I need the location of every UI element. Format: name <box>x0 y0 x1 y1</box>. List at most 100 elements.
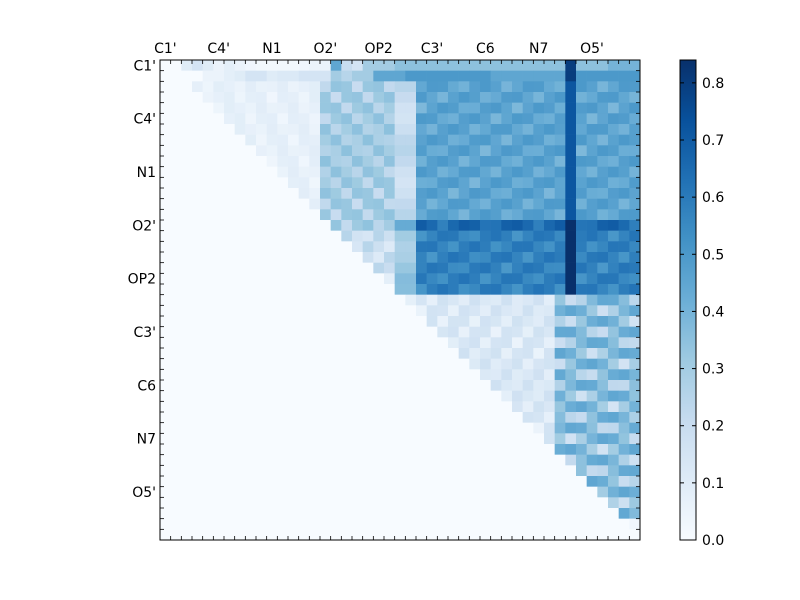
heatmap-cell <box>362 252 374 263</box>
heatmap-cell <box>160 92 171 103</box>
heatmap-cell <box>160 81 171 93</box>
heatmap-cell <box>234 422 246 434</box>
heatmap-cell <box>298 486 310 498</box>
y-tick-label: OP2 <box>128 272 156 288</box>
heatmap-cell <box>512 198 523 210</box>
heatmap-cell <box>501 113 513 125</box>
heatmap-cell <box>501 102 513 114</box>
heatmap-cell <box>448 60 459 71</box>
heatmap-cell <box>256 241 267 253</box>
heatmap-cell <box>170 316 182 327</box>
heatmap-cell <box>320 316 331 327</box>
heatmap-cell <box>181 198 193 210</box>
heatmap-cell <box>394 220 406 231</box>
heatmap-cell <box>458 113 470 125</box>
heatmap-cell <box>512 284 523 295</box>
heatmap-cell <box>277 156 289 167</box>
heatmap-cell <box>213 326 225 338</box>
heatmap-cell <box>533 134 545 146</box>
heatmap-cell <box>533 273 545 285</box>
heatmap-cell <box>533 209 545 221</box>
heatmap-cell <box>320 252 331 263</box>
heatmap-cell <box>160 230 171 242</box>
heatmap-cell <box>597 326 609 338</box>
heatmap-cell <box>490 92 502 103</box>
heatmap-cell <box>448 476 459 487</box>
heatmap-cell <box>181 518 193 530</box>
heatmap-cell <box>394 380 406 391</box>
heatmap-cell <box>192 156 203 167</box>
heatmap-cell <box>234 220 246 231</box>
heatmap-cell <box>298 60 310 71</box>
heatmap-cell <box>234 433 246 445</box>
heatmap-cell <box>245 454 257 466</box>
heatmap-cell <box>181 230 193 242</box>
heatmap-cell <box>192 529 203 541</box>
heatmap-cell <box>234 60 246 71</box>
heatmap-cell <box>298 113 310 125</box>
heatmap-cell <box>277 198 289 210</box>
heatmap-cell <box>586 497 598 509</box>
heatmap-cell <box>224 508 235 519</box>
heatmap-cell <box>320 518 331 530</box>
heatmap-cell <box>448 188 459 199</box>
heatmap-cell <box>309 284 321 295</box>
colorbar-tick-label: 0.2 <box>702 419 724 435</box>
heatmap-cell <box>234 177 246 189</box>
heatmap-cell <box>320 198 331 210</box>
heatmap-cell <box>245 145 257 157</box>
heatmap-cell <box>512 273 523 285</box>
heatmap-cell <box>330 102 342 114</box>
heatmap-cell <box>341 166 353 178</box>
heatmap-cell <box>277 220 289 231</box>
heatmap-cell <box>277 60 289 71</box>
heatmap-cell <box>544 497 555 509</box>
heatmap-cell <box>533 433 545 445</box>
heatmap-cell <box>330 433 342 445</box>
heatmap-cell <box>522 476 534 487</box>
heatmap-cell <box>608 444 619 455</box>
heatmap-cell <box>192 60 203 71</box>
heatmap-cell <box>405 294 417 306</box>
heatmap-cell <box>277 284 289 295</box>
heatmap-cell <box>576 444 587 455</box>
heatmap-cell <box>170 241 182 253</box>
heatmap-cell <box>608 508 619 519</box>
heatmap-cell <box>362 156 374 167</box>
heatmap-cell <box>288 390 299 402</box>
heatmap-cell <box>298 92 310 103</box>
heatmap-cell <box>213 508 225 519</box>
heatmap-cell <box>277 358 289 370</box>
heatmap-cell <box>629 390 641 402</box>
heatmap-cell <box>202 326 214 338</box>
heatmap-cell <box>224 412 235 423</box>
heatmap-cell <box>512 166 523 178</box>
heatmap-cell <box>245 316 257 327</box>
heatmap-cell <box>192 262 203 274</box>
heatmap-cell <box>170 444 182 455</box>
heatmap-cell <box>533 188 545 199</box>
heatmap-cell <box>512 241 523 253</box>
heatmap-cell <box>384 412 395 423</box>
heatmap-cell <box>629 70 641 82</box>
heatmap-cell <box>565 401 577 413</box>
heatmap-cell <box>320 326 331 338</box>
heatmap-cell <box>160 358 171 370</box>
heatmap-cell <box>256 166 267 178</box>
heatmap-cell <box>181 348 193 359</box>
heatmap-cell <box>490 305 502 317</box>
heatmap-cell <box>448 145 459 157</box>
heatmap-cell <box>202 92 214 103</box>
heatmap-cell <box>608 412 619 423</box>
heatmap-cell <box>245 209 257 221</box>
heatmap-cell <box>533 177 545 189</box>
heatmap-cell <box>512 518 523 530</box>
heatmap-cell <box>597 476 609 487</box>
heatmap-cell <box>394 433 406 445</box>
heatmap-cell <box>576 92 587 103</box>
heatmap-cell <box>170 177 182 189</box>
heatmap-cell <box>352 166 363 178</box>
heatmap-cell <box>160 252 171 263</box>
heatmap-cell <box>469 348 481 359</box>
heatmap-cell <box>554 166 566 178</box>
